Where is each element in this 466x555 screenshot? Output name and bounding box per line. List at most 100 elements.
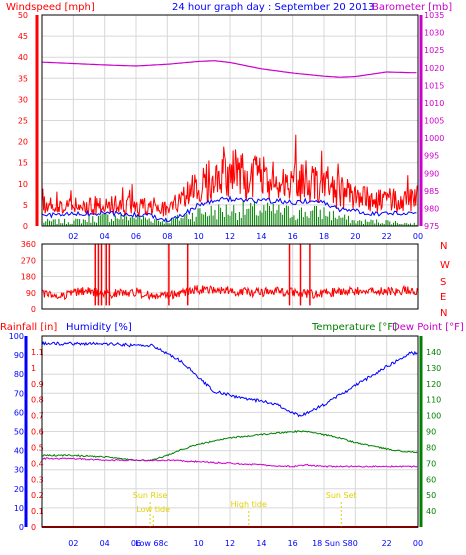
rainfall-tick-label: 1.1	[31, 348, 44, 357]
graph-title: 24 hour graph day : September 20 2013	[172, 2, 374, 13]
windspeed-tick-label: 0	[23, 222, 28, 231]
barometer-tick-label: 995	[424, 152, 439, 161]
dewpoint-line	[42, 457, 418, 468]
windspeed-tick-label: 10	[18, 180, 28, 189]
humidity-tick-label: 60	[14, 408, 24, 417]
compass-label: N	[440, 241, 447, 252]
hour-tick-label: 00	[413, 539, 423, 548]
compass-label: W	[440, 260, 450, 271]
compass-label: N	[440, 308, 447, 319]
barometer-tick-label: 1010	[424, 99, 444, 108]
compass-label: S	[440, 277, 446, 288]
direction-tick-label: 90	[26, 289, 36, 298]
humidity-axis-label: Humidity [%]	[66, 322, 132, 333]
direction-tick-label: 0	[31, 305, 36, 314]
rainfall-axis-label: Rainfall [in]	[0, 322, 57, 333]
hour-tick-label: 22	[382, 232, 392, 241]
hour-tick-label: 02	[68, 232, 78, 241]
windspeed-tick-label: 35	[18, 74, 28, 83]
hour-tick-label: 22	[382, 539, 392, 548]
barometer-tick-label: 990	[424, 169, 439, 178]
humidity-line	[41, 340, 418, 418]
direction-tick-label: 270	[21, 256, 36, 265]
temperature-tick-label: 130	[426, 364, 441, 373]
barometer-tick-label: 980	[424, 204, 439, 213]
rainfall-tick-label: 0.1	[31, 507, 44, 516]
hour-tick-label: 04	[100, 232, 110, 241]
humidity-tick-label: 20	[14, 485, 24, 494]
windspeed-tick-label: 25	[18, 117, 28, 126]
bottom-marker-label: 18 Sun S80	[312, 539, 358, 548]
hour-tick-label: 02	[68, 539, 78, 548]
temperature-tick-label: 90	[426, 428, 436, 437]
hour-tick-label: 10	[194, 539, 204, 548]
temperature-tick-label: 110	[426, 396, 441, 405]
hour-tick-label: 10	[194, 232, 204, 241]
temperature-tick-label: 140	[426, 348, 441, 357]
direction-tick-label: 360	[21, 240, 36, 249]
hour-tick-label: 18	[319, 232, 329, 241]
event-label: Sun Set	[326, 491, 357, 500]
humidity-tick-label: 40	[14, 447, 24, 456]
barometer-line	[41, 60, 417, 78]
windspeed-line	[41, 134, 418, 217]
rainfall-tick-label: 0.4	[31, 459, 44, 468]
rainfall-tick-label: 0.3	[31, 475, 44, 484]
windspeed-tick-label: 20	[18, 138, 28, 147]
rain-plot-frame	[41, 335, 419, 528]
average-wind-line	[41, 195, 417, 223]
rain-humidity-temperature-panel: 010203040506070809010000.10.20.30.40.50.…	[9, 332, 442, 548]
barometer-tick-label: 1005	[424, 117, 444, 126]
barometer-tick-label: 985	[424, 187, 439, 196]
hour-tick-label: 12	[225, 232, 235, 241]
humidity-tick-label: 70	[14, 389, 24, 398]
rainfall-tick-label: 1	[31, 364, 36, 373]
humidity-tick-label: 50	[14, 428, 24, 437]
bottom-marker-label: Low 68c	[135, 539, 168, 548]
windspeed-tick-label: 40	[18, 53, 28, 62]
hour-tick-label: 14	[256, 232, 266, 241]
temperature-tick-label: 70	[426, 459, 436, 468]
windspeed-tick-label: 15	[18, 159, 28, 168]
hour-tick-label: 16	[288, 232, 298, 241]
humidity-tick-label: 0	[19, 523, 24, 532]
barometer-tick-label: 1030	[424, 29, 444, 38]
hour-tick-label: 16	[288, 539, 298, 548]
event-label: High tide	[231, 500, 267, 509]
humidity-tick-label: 30	[14, 466, 24, 475]
hour-tick-label: 12	[225, 539, 235, 548]
temperature-tick-label: 40	[426, 507, 436, 516]
wind-direction-line	[41, 284, 418, 301]
temperature-tick-label: 120	[426, 380, 441, 389]
wind-plot-frame	[41, 14, 419, 227]
windspeed-tick-label: 45	[18, 32, 28, 41]
hour-tick-label: 06	[131, 232, 141, 241]
rainfall-tick-label: 0	[31, 523, 36, 532]
direction-tick-label: 180	[21, 273, 36, 282]
rainfall-tick-label: 0.9	[31, 380, 44, 389]
barometer-tick-label: 975	[424, 222, 439, 231]
barometer-tick-label: 1025	[424, 46, 444, 55]
hour-tick-label: 00	[413, 232, 423, 241]
rainfall-tick-label: 0.5	[31, 443, 44, 452]
rainfall-tick-label: 0.6	[31, 428, 44, 437]
temperature-tick-label: 50	[426, 491, 436, 500]
rainfall-tick-label: 0.8	[31, 396, 44, 405]
windspeed-axis-label: Windspeed [mph]	[6, 2, 95, 13]
humidity-tick-label: 10	[14, 504, 24, 513]
barometer-tick-label: 1020	[424, 64, 444, 73]
windspeed-tick-label: 50	[18, 11, 28, 20]
temperature-tick-label: 100	[426, 412, 441, 421]
windspeed-tick-label: 5	[23, 201, 28, 210]
temperature-tick-label: 80	[426, 443, 436, 452]
rainfall-tick-label: 0.2	[31, 491, 44, 500]
temperature-axis-label: Temperature [°F]	[311, 322, 397, 333]
rainfall-tick-label: 0.7	[31, 412, 44, 421]
hour-tick-label: 08	[162, 232, 172, 241]
event-label: Low tide	[136, 505, 170, 514]
barometer-tick-label: 1035	[424, 11, 444, 20]
direction-plot-frame	[41, 243, 419, 310]
windspeed-tick-label: 30	[18, 95, 28, 104]
